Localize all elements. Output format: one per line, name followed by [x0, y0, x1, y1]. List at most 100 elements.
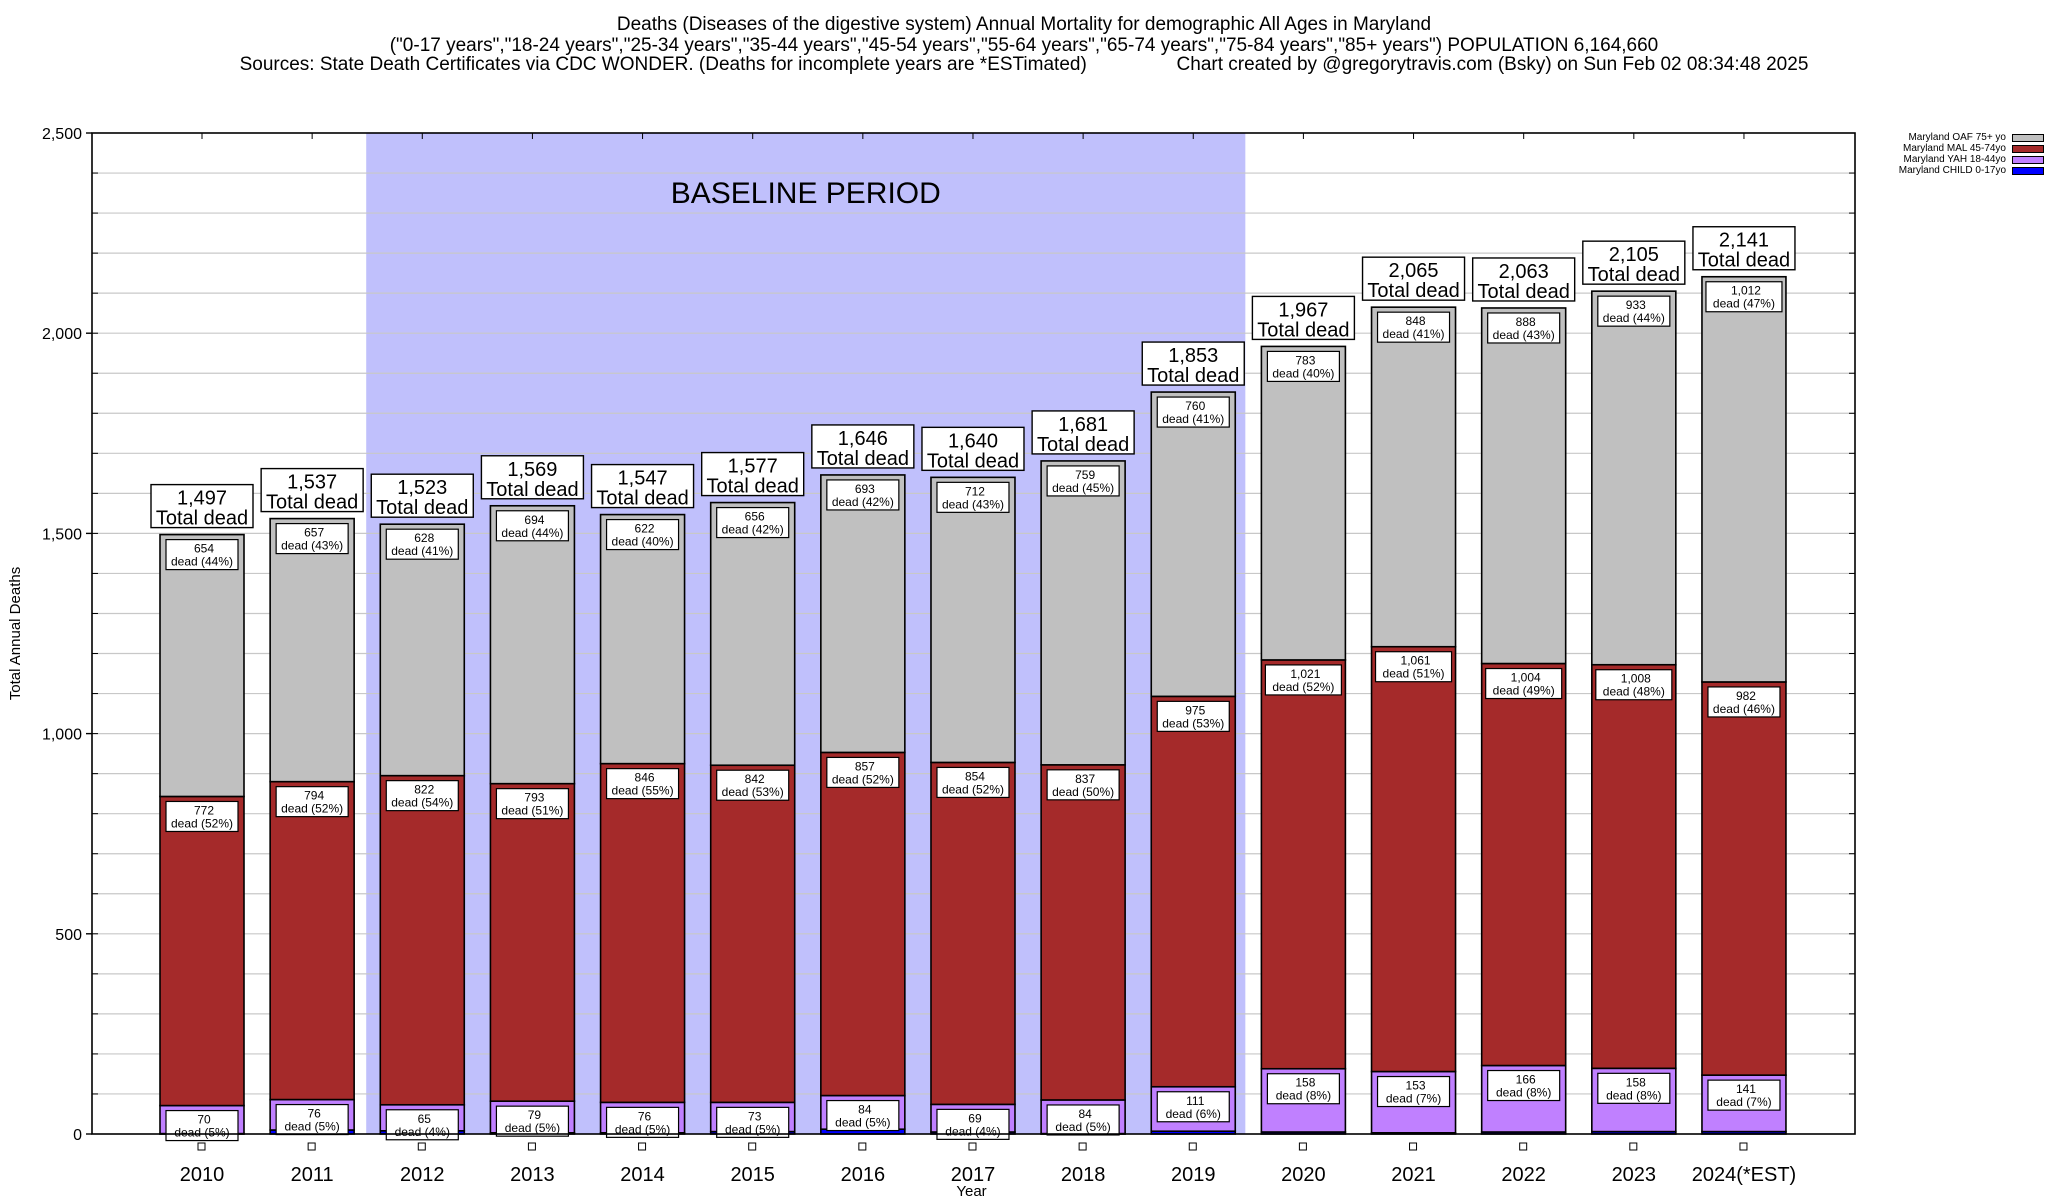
segment-label-value: 793 — [524, 791, 544, 805]
bar-segment-oaf — [599, 513, 686, 765]
bar-segment-mal — [709, 764, 796, 1104]
segment-label-value: 654 — [194, 542, 214, 556]
segment-label-percent: dead (7%) — [1386, 1092, 1441, 1106]
bar-segment-mal — [489, 782, 576, 1102]
bar-segment-mal — [1480, 662, 1567, 1067]
segment-label-value: 158 — [1626, 1075, 1646, 1089]
child-marker-box — [1409, 1142, 1418, 1151]
total-label-box — [1471, 257, 1576, 302]
segment-label-percent: dead (52%) — [832, 772, 894, 786]
y-tick-label: 2,000 — [42, 326, 82, 343]
segment-label-box — [275, 1103, 349, 1136]
bar-segment-oaf — [379, 523, 466, 777]
segment-label-box — [165, 800, 239, 833]
segment-label-value: 1,061 — [1401, 654, 1431, 668]
segment-label-box — [1707, 686, 1781, 718]
segment-label-value: 656 — [745, 510, 765, 524]
child-marker-box — [1629, 1142, 1638, 1151]
legend-label: Maryland MAL 45-74yo — [1902, 143, 2006, 154]
y-axis-label: Total Annual Deaths — [7, 567, 24, 700]
bar-segment-oaf — [1260, 345, 1347, 661]
segment-label-value: 76 — [638, 1109, 652, 1123]
total-label-text: Total dead — [1478, 281, 1570, 303]
segment-label-percent: dead (7%) — [1716, 1095, 1771, 1109]
bar-segment-oaf — [1480, 307, 1567, 665]
segment-label-value: 837 — [1075, 772, 1095, 786]
segment-label-box — [275, 786, 349, 818]
segment-label-box — [605, 1106, 680, 1138]
total-label-text: Total dead — [707, 476, 799, 498]
bar-segment-mal — [159, 795, 245, 1107]
bar-segment-oaf — [1370, 306, 1457, 648]
segment-label-box — [495, 1105, 570, 1137]
segment-label-value: 628 — [414, 531, 434, 545]
total-label-value: 1,853 — [1168, 345, 1218, 367]
child-marker-box — [307, 1142, 316, 1151]
segment-label-box — [716, 769, 790, 801]
legend-swatch — [2012, 155, 2044, 164]
segment-label-box — [826, 479, 900, 511]
segment-label-value: 69 — [968, 1111, 982, 1125]
segment-label-percent: dead (6%) — [1166, 1107, 1221, 1121]
bar-segment-oaf — [159, 533, 245, 798]
child-marker-box — [1188, 1142, 1197, 1151]
bar-segment-oaf — [820, 474, 906, 754]
total-label-text: Total dead — [1367, 280, 1459, 302]
segment-label-box — [1374, 651, 1453, 683]
y-tick-label: 500 — [55, 927, 82, 944]
x-tick-label: 2019 — [1171, 1164, 1216, 1186]
segment-label-value: 857 — [855, 759, 875, 773]
segment-label-percent: dead (5%) — [835, 1116, 890, 1130]
segment-label-value: 846 — [635, 771, 655, 785]
total-label-value: 1,497 — [177, 488, 227, 510]
bar-segment-mal — [1260, 659, 1347, 1070]
segment-label-percent: dead (5%) — [505, 1121, 560, 1135]
x-tick-label: 2011 — [291, 1164, 334, 1186]
total-label-box — [480, 455, 585, 500]
segment-label-value: 73 — [748, 1109, 762, 1123]
total-label-value: 1,537 — [287, 472, 337, 494]
segment-label-box — [1485, 667, 1563, 700]
segment-label-box — [385, 780, 459, 812]
segment-label-box — [936, 766, 1010, 799]
segment-label-percent: dead (42%) — [832, 495, 894, 509]
segment-label-value: 933 — [1626, 298, 1646, 312]
segment-label-value: 70 — [197, 1113, 211, 1127]
total-label-text: Total dead — [486, 479, 578, 501]
x-tick-label: 2020 — [1281, 1164, 1326, 1186]
total-label-box — [1582, 240, 1686, 285]
segment-label-percent: dead (8%) — [1606, 1088, 1661, 1102]
y-tick-label: 2,500 — [42, 126, 82, 143]
legend: Maryland OAF 75+ yo Maryland MAL 45-74yo M… — [1899, 132, 2044, 176]
segment-label-box — [1266, 350, 1341, 383]
total-label-value: 1,681 — [1058, 414, 1108, 436]
total-label-box — [260, 467, 364, 513]
bar-segment-oaf — [489, 504, 576, 785]
segment-label-value: 822 — [414, 783, 434, 797]
legend-item: Maryland OAF 75+ yo — [1899, 132, 2044, 143]
segment-label-percent: dead (52%) — [281, 802, 343, 816]
bar-segment-mal — [1150, 695, 1237, 1088]
plot-frame — [91, 132, 1856, 1135]
total-label-value: 1,646 — [838, 428, 888, 450]
child-marker-box — [1078, 1142, 1087, 1151]
segment-label-value: 982 — [1736, 689, 1756, 703]
bar-segment-oaf — [1591, 290, 1677, 666]
segment-label-value: 759 — [1075, 468, 1095, 482]
total-label-value: 2,065 — [1389, 260, 1439, 282]
segment-label-box — [605, 768, 680, 800]
segment-label-percent: dead (54%) — [391, 796, 453, 810]
total-label-box — [1692, 226, 1796, 271]
total-label-value: 1,569 — [507, 459, 557, 481]
segment-label-box — [1264, 664, 1343, 696]
segment-label-box — [1376, 1075, 1451, 1108]
bar-segment-oaf — [709, 501, 796, 767]
x-tick-label: 2022 — [1501, 1164, 1546, 1186]
segment-label-value: 158 — [1295, 1076, 1315, 1090]
segment-label-percent: dead (55%) — [612, 784, 674, 798]
segment-label-value: 657 — [304, 526, 324, 540]
bar-segment-mal — [379, 774, 466, 1106]
child-marker-box — [1739, 1142, 1748, 1151]
segment-label-value: 693 — [855, 482, 875, 496]
x-tick-label: 2016 — [841, 1164, 886, 1186]
